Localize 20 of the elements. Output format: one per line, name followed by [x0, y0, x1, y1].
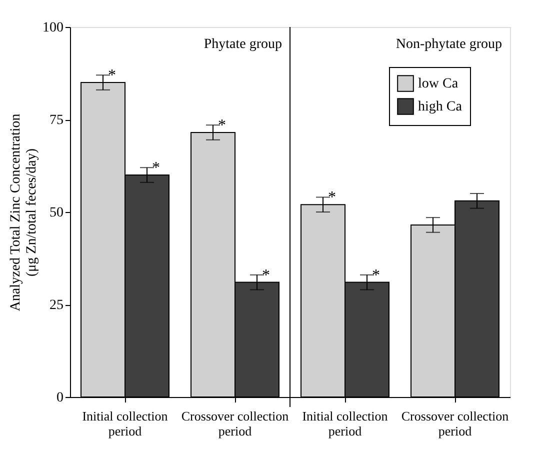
data-label: * [218, 117, 226, 134]
data-label: * [152, 160, 160, 177]
data-label: * [372, 266, 380, 284]
annotation: Phytate group [204, 37, 282, 52]
y-axis-title: Analyzed Total Zinc Concentration (μg Zn/total feces/day) [8, 114, 40, 312]
y-tick-label: 75 [50, 113, 64, 128]
x-tick-label: Crossover collection period [181, 408, 290, 438]
x-tick-label: Crossover collection period [401, 408, 510, 438]
data-label: * [108, 67, 116, 84]
x-tick-label: Initial collection period [302, 408, 388, 438]
legend-label: high Ca [418, 100, 463, 114]
y-tick-label: 0 [56, 390, 64, 406]
data-label: * [262, 266, 270, 284]
x-tick-label: Initial collection period [82, 408, 168, 438]
y-tick-label: 50 [50, 206, 64, 220]
y-tick-label: 100 [42, 20, 64, 36]
data-label: * [328, 189, 336, 206]
annotation: Non-phytate group [396, 37, 502, 52]
y-tick-label: 25 [50, 298, 64, 313]
legend-label: low Ca [418, 76, 459, 92]
